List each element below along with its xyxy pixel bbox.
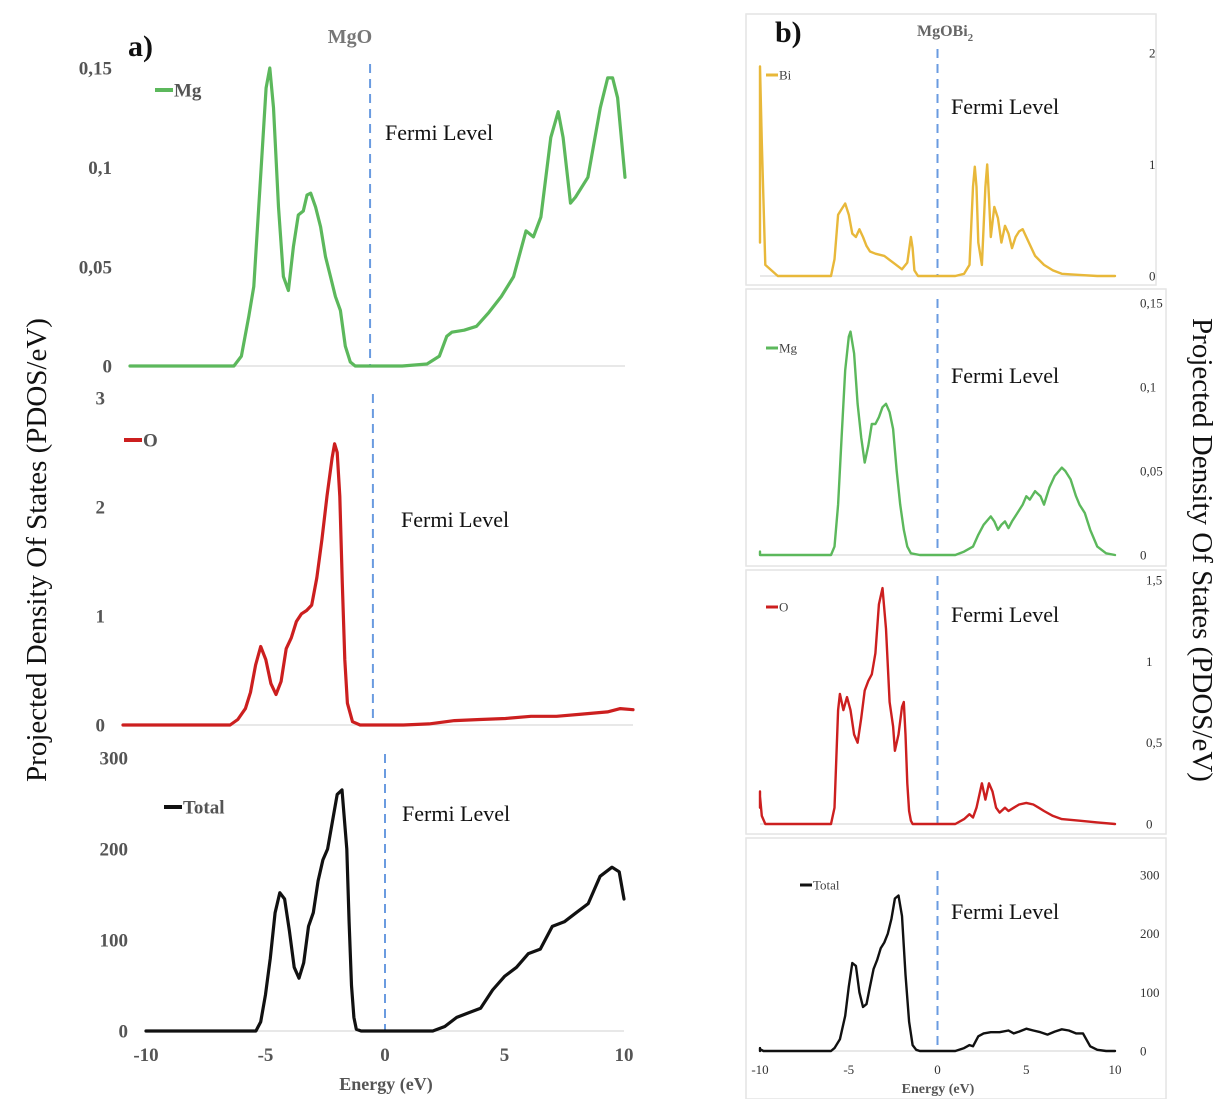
ytick-label-b-mg-1: 0,05	[1140, 464, 1163, 479]
ytick-label-b-mg-2: 0,1	[1140, 380, 1156, 395]
ytick-label-a-total-2: 200	[100, 840, 129, 861]
panel-b-frame-6	[745, 837, 1167, 1099]
legend-label-a-total: Total	[183, 798, 225, 819]
chart-a-o: 0 1 2 3 Fermi Level O	[96, 389, 635, 737]
right-ylabel: Projected Density Of States (PDOS/eV)	[1186, 318, 1218, 782]
xtick-label-a-total-1: -5	[258, 1045, 274, 1066]
ytick-label-b-o-2: 1	[1146, 654, 1153, 669]
fermi-label-a-mg: Fermi Level	[385, 120, 493, 145]
ytick-label-b-o-1: 0,5	[1146, 735, 1162, 750]
panel-b-letter: b)	[775, 16, 802, 49]
panel-b-xlabel: Energy (eV)	[902, 1082, 975, 1097]
ytick-label-b-bi-1: 1	[1149, 157, 1156, 172]
ytick-label-a-total-0: 0	[119, 1022, 129, 1043]
ytick-label-b-bi-2: 2	[1149, 46, 1156, 61]
ytick-label-a-mg-0: 0	[103, 357, 113, 378]
panel-a-title: MgO	[328, 26, 372, 48]
series-line-b-mg	[758, 330, 1117, 557]
xtick-label-b-total-3: 5	[1023, 1062, 1030, 1077]
panel-b-frame-5	[745, 569, 1167, 835]
xtick-label-b-total-4: 10	[1109, 1062, 1122, 1077]
xtick-label-b-total-2: 0	[934, 1062, 941, 1077]
fermi-label-b-o: Fermi Level	[951, 602, 1059, 627]
legend-label-b-mg: Mg	[779, 341, 798, 356]
ytick-label-a-o-3: 3	[96, 389, 106, 410]
ytick-label-a-o-1: 1	[96, 607, 106, 628]
series-line-a-o	[121, 442, 635, 727]
panel-a-letter: a)	[128, 30, 153, 63]
xtick-label-a-total-3: 5	[500, 1045, 510, 1066]
legend-label-b-total: Total	[813, 878, 840, 893]
chart-b-o: 0 0,5 1 1,5 Fermi Level O	[758, 573, 1162, 832]
series-line-a-total	[144, 788, 626, 1033]
panel-b-title: MgOBi2	[917, 23, 974, 44]
panel-b-title-main: MgOBi	[917, 23, 968, 40]
legend-label-b-o: O	[779, 600, 788, 615]
ytick-label-a-mg-2: 0,1	[88, 158, 112, 179]
ytick-label-b-mg-0: 0	[1140, 548, 1147, 563]
ytick-label-b-mg-3: 0,15	[1140, 296, 1163, 311]
ytick-label-a-total-3: 300	[100, 749, 129, 770]
series-line-a-mg	[128, 66, 627, 368]
legend-label-b-bi: Bi	[779, 68, 792, 83]
panel-b-title-subscript: 2	[968, 32, 974, 44]
chart-b-total: 0 100 200 300 Fermi Level Total -10 -5 0 5 10	[751, 868, 1159, 1077]
chart-b-bi: 0 1 2 Fermi Level Bi	[758, 46, 1156, 284]
ytick-label-b-total-3: 300	[1140, 868, 1160, 883]
series-line-b-o	[758, 586, 1117, 826]
fermi-label-a-o: Fermi Level	[401, 507, 509, 532]
panel-frames	[745, 13, 1167, 1099]
ytick-label-a-total-1: 100	[100, 931, 129, 952]
series-line-b-total	[758, 894, 1117, 1053]
ytick-label-b-o-0: 0	[1146, 817, 1153, 832]
ytick-label-a-o-2: 2	[96, 498, 106, 519]
ytick-label-b-total-0: 0	[1140, 1044, 1147, 1059]
ytick-label-b-o-3: 1,5	[1146, 573, 1162, 588]
left-ylabel: Projected Density Of States (PDOS/eV)	[21, 318, 53, 782]
xtick-label-a-total-0: -10	[133, 1045, 158, 1066]
ytick-label-b-total-1: 100	[1140, 985, 1160, 1000]
panel-a-xlabel: Energy (eV)	[339, 1074, 432, 1095]
xtick-label-a-total-4: 10	[615, 1045, 634, 1066]
chart-a-total: 0 100 200 300 Fermi Level Total -10 -5 0 5 10	[100, 749, 634, 1066]
xtick-label-b-total-0: -10	[751, 1062, 768, 1077]
xtick-label-a-total-2: 0	[380, 1045, 390, 1066]
fermi-label-a-total: Fermi Level	[402, 801, 510, 826]
chart-b-mg: 0 0,05 0,1 0,15 Fermi Level Mg	[758, 296, 1163, 563]
legend-label-a-o: O	[143, 431, 158, 452]
ytick-label-a-o-0: 0	[96, 716, 106, 737]
ytick-label-b-total-2: 200	[1140, 926, 1160, 941]
ytick-label-a-mg-1: 0,05	[79, 257, 112, 278]
xtick-label-b-total-1: -5	[843, 1062, 854, 1077]
fermi-label-b-total: Fermi Level	[951, 899, 1059, 924]
panel-b-frame-3	[745, 13, 1157, 286]
ytick-label-a-mg-3: 0,15	[79, 59, 112, 80]
legend-label-a-mg: Mg	[174, 81, 202, 102]
fermi-label-b-mg: Fermi Level	[951, 363, 1059, 388]
panel-b-frame-4	[745, 288, 1167, 567]
ytick-label-b-bi-0: 0	[1149, 269, 1156, 284]
series-line-b-bi	[758, 65, 1117, 278]
fermi-label-b-bi: Fermi Level	[951, 94, 1059, 119]
chart-a-mg: 0 0,05 0,1 0,15 Fermi Level Mg	[79, 59, 627, 378]
